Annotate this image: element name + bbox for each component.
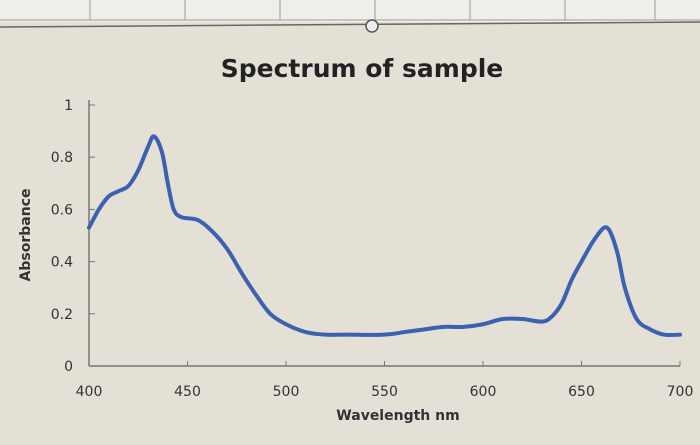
x-tick-label: 650 [568,384,595,400]
resize-handle[interactable] [365,19,379,33]
y-tick-label: 0.6 [51,202,73,218]
x-tick-label: 450 [174,384,201,400]
y-tick-label: 0.8 [51,150,73,166]
x-tick-label: 700 [667,384,694,400]
x-axis-label: Wavelength nm [336,408,459,424]
y-tick-label: 0 [64,359,73,375]
chart-title: Spectrum of sample [221,54,503,83]
y-tick-label: 0.2 [51,307,73,323]
series-line [87,134,682,338]
y-tick-label: 0.4 [51,255,73,271]
chart-border-top [0,21,700,28]
spreadsheet-gridlines [0,0,700,22]
x-tick-label: 600 [470,384,497,400]
x-tick-label: 500 [273,384,300,400]
x-tick-label: 550 [371,384,398,400]
x-tick-label: 400 [76,384,103,400]
y-axis-label: Absorbance [18,189,34,282]
y-tick-label: 1 [64,98,73,114]
